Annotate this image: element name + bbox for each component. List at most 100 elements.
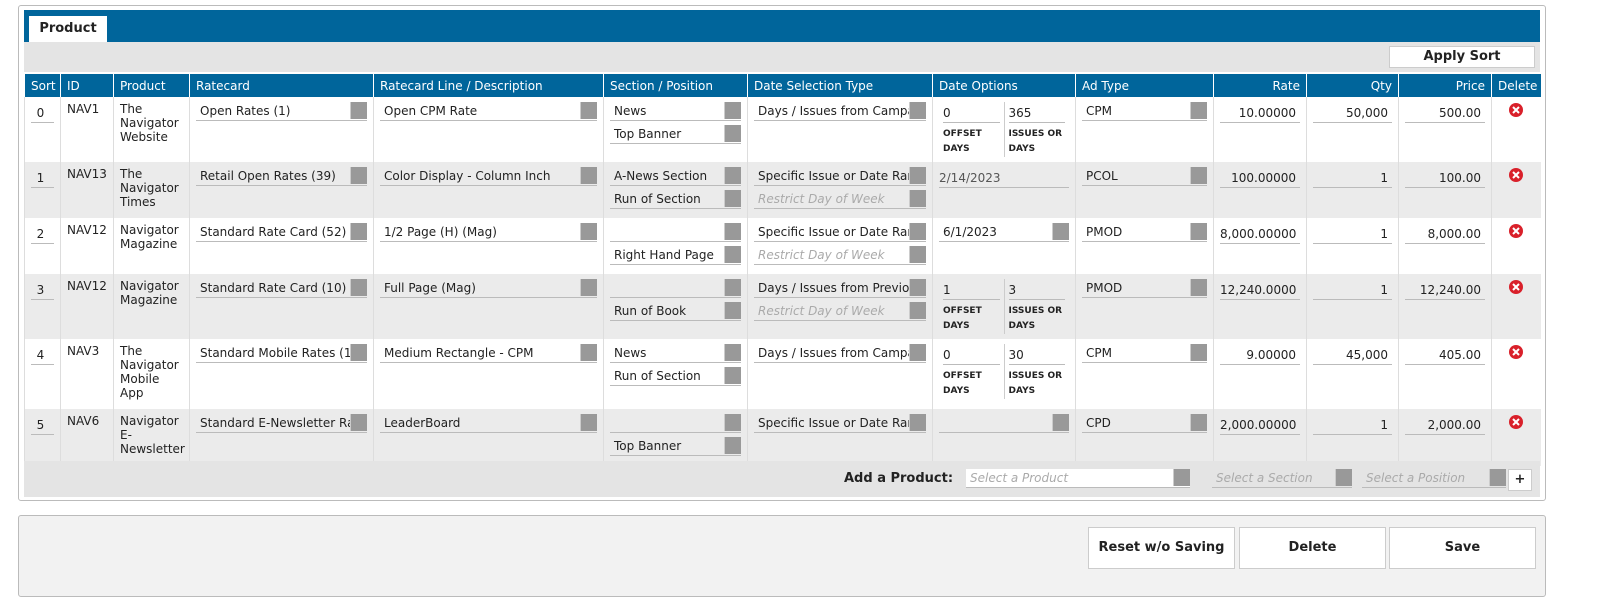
sort-input[interactable]: 2 bbox=[31, 225, 54, 244]
delete-icon[interactable] bbox=[1498, 223, 1535, 242]
select[interactable]: Open Rates (1) bbox=[196, 102, 367, 121]
rate-input[interactable]: 100.00000 bbox=[1220, 169, 1300, 188]
add-button[interactable]: + bbox=[1508, 469, 1532, 491]
delete-icon-svg[interactable] bbox=[1508, 167, 1524, 183]
cell: Standard Rate Card (10) bbox=[189, 274, 374, 339]
select[interactable]: Run of Book bbox=[610, 302, 741, 321]
select[interactable] bbox=[610, 223, 741, 242]
issues-input[interactable]: 30 bbox=[1008, 346, 1065, 365]
qty-input[interactable]: 1 bbox=[1313, 225, 1392, 244]
offset-input[interactable]: 1 bbox=[943, 281, 1000, 300]
price-input[interactable]: 100.00 bbox=[1405, 169, 1485, 188]
select[interactable]: Retail Open Rates (39) bbox=[196, 167, 367, 186]
select[interactable]: PMOD bbox=[1082, 279, 1207, 298]
select-value: Full Page (Mag) bbox=[384, 281, 476, 295]
select[interactable]: Run of Section bbox=[610, 190, 741, 209]
icon-cross bbox=[1512, 418, 1520, 426]
select[interactable]: Specific Issue or Date Ran bbox=[754, 223, 926, 242]
select[interactable]: News bbox=[610, 344, 741, 363]
delete-icon-svg[interactable] bbox=[1508, 279, 1524, 295]
rate-input[interactable]: 8,000.00000 bbox=[1220, 225, 1300, 244]
offset-input[interactable]: 0 bbox=[943, 104, 1000, 123]
delete-icon-svg[interactable] bbox=[1508, 223, 1524, 239]
select[interactable]: Restrict Day of Week bbox=[754, 246, 926, 265]
reset-button[interactable]: Reset w/o Saving bbox=[1088, 527, 1235, 569]
select[interactable]: Days / Issues from Campa bbox=[754, 102, 926, 121]
sort-input[interactable]: 3 bbox=[31, 281, 54, 300]
delete-icon[interactable] bbox=[1498, 279, 1535, 298]
save-button[interactable]: Save bbox=[1389, 527, 1536, 569]
rate-input[interactable]: 12,240.0000 bbox=[1220, 281, 1300, 300]
select[interactable]: Right Hand Page bbox=[610, 246, 741, 265]
qty-input[interactable]: 50,000 bbox=[1313, 104, 1392, 123]
select[interactable]: 6/1/2023 bbox=[939, 223, 1069, 242]
select[interactable]: Medium Rectangle - CPM bbox=[380, 344, 597, 363]
select[interactable] bbox=[610, 414, 741, 433]
tab[interactable]: Product bbox=[29, 16, 107, 42]
select[interactable]: Standard Rate Card (52) bbox=[196, 223, 367, 242]
date-option: 1 OFFSET DAYS bbox=[939, 279, 1004, 334]
rate-input[interactable]: 10.00000 bbox=[1220, 104, 1300, 123]
select[interactable]: Color Display - Column Inch bbox=[380, 167, 597, 186]
select[interactable]: CPM bbox=[1082, 344, 1207, 363]
delete-icon[interactable] bbox=[1498, 167, 1535, 186]
select[interactable]: CPM bbox=[1082, 102, 1207, 121]
sort-input[interactable]: 4 bbox=[31, 346, 54, 365]
rate-input[interactable]: 2,000.00000 bbox=[1220, 416, 1300, 435]
select[interactable]: Full Page (Mag) bbox=[380, 279, 597, 298]
toolbar: Apply Sort bbox=[24, 42, 1540, 72]
price-input[interactable]: 500.00 bbox=[1405, 104, 1485, 123]
qty-input[interactable]: 1 bbox=[1313, 281, 1392, 300]
delete-button[interactable]: Delete bbox=[1239, 527, 1386, 569]
select[interactable]: A-News Section bbox=[610, 167, 741, 186]
section-select[interactable]: Select a Section bbox=[1212, 469, 1352, 488]
issues-input[interactable]: 365 bbox=[1008, 104, 1065, 123]
dropdown-arrow bbox=[729, 309, 737, 314]
qty-input[interactable]: 1 bbox=[1313, 169, 1392, 188]
select[interactable]: Restrict Day of Week bbox=[754, 190, 926, 209]
select[interactable]: PMOD bbox=[1082, 223, 1207, 242]
select[interactable]: Top Banner bbox=[610, 437, 741, 456]
select[interactable]: Open CPM Rate bbox=[380, 102, 597, 121]
dropdown-arrow bbox=[729, 444, 737, 449]
select[interactable]: Run of Section bbox=[610, 367, 741, 386]
sort-input[interactable]: 0 bbox=[31, 104, 54, 123]
select[interactable]: Specific Issue or Date Ran bbox=[754, 414, 926, 433]
select[interactable] bbox=[939, 414, 1069, 433]
delete-icon-svg[interactable] bbox=[1508, 414, 1524, 430]
select[interactable]: Top Banner bbox=[610, 125, 741, 144]
select[interactable]: CPD bbox=[1082, 414, 1207, 433]
select[interactable]: News bbox=[610, 102, 741, 121]
select[interactable]: Standard Mobile Rates (1 bbox=[196, 344, 367, 363]
delete-icon-svg[interactable] bbox=[1508, 344, 1524, 360]
delete-icon[interactable] bbox=[1498, 102, 1535, 121]
select[interactable]: PCOL bbox=[1082, 167, 1207, 186]
select[interactable]: LeaderBoard bbox=[380, 414, 597, 433]
select[interactable]: Standard Rate Card (10) bbox=[196, 279, 367, 298]
offset-input[interactable]: 0 bbox=[943, 346, 1000, 365]
select[interactable]: Specific Issue or Date Ran bbox=[754, 167, 926, 186]
select[interactable]: Restrict Day of Week bbox=[754, 302, 926, 321]
price-input[interactable]: 2,000.00 bbox=[1405, 416, 1485, 435]
select[interactable]: Days / Issues from Previou bbox=[754, 279, 926, 298]
position-select[interactable]: Select a Position bbox=[1362, 469, 1506, 488]
price-input[interactable]: 12,240.00 bbox=[1405, 281, 1485, 300]
product-select[interactable]: Select a Product bbox=[966, 469, 1190, 488]
apply-sort-button[interactable]: Apply Sort bbox=[1389, 46, 1535, 68]
qty-input[interactable]: 45,000 bbox=[1313, 346, 1392, 365]
price-input[interactable]: 8,000.00 bbox=[1405, 225, 1485, 244]
select[interactable]: 1/2 Page (H) (Mag) bbox=[380, 223, 597, 242]
offset-group: 1 OFFSET DAYS 3 ISSUES OR DAYS bbox=[939, 279, 1069, 334]
delete-icon-svg[interactable] bbox=[1508, 102, 1524, 118]
issues-input[interactable]: 3 bbox=[1008, 281, 1065, 300]
delete-icon[interactable] bbox=[1498, 414, 1535, 433]
price-input[interactable]: 405.00 bbox=[1405, 346, 1485, 365]
qty-input[interactable]: 1 bbox=[1313, 416, 1392, 435]
sort-input[interactable]: 5 bbox=[31, 416, 54, 435]
select[interactable]: Standard E-Newsletter Ra bbox=[196, 414, 367, 433]
delete-icon[interactable] bbox=[1498, 344, 1535, 363]
sort-input[interactable]: 1 bbox=[31, 169, 54, 188]
select[interactable] bbox=[610, 279, 741, 298]
select[interactable]: Days / Issues from Campa bbox=[754, 344, 926, 363]
rate-input[interactable]: 9.00000 bbox=[1220, 346, 1300, 365]
